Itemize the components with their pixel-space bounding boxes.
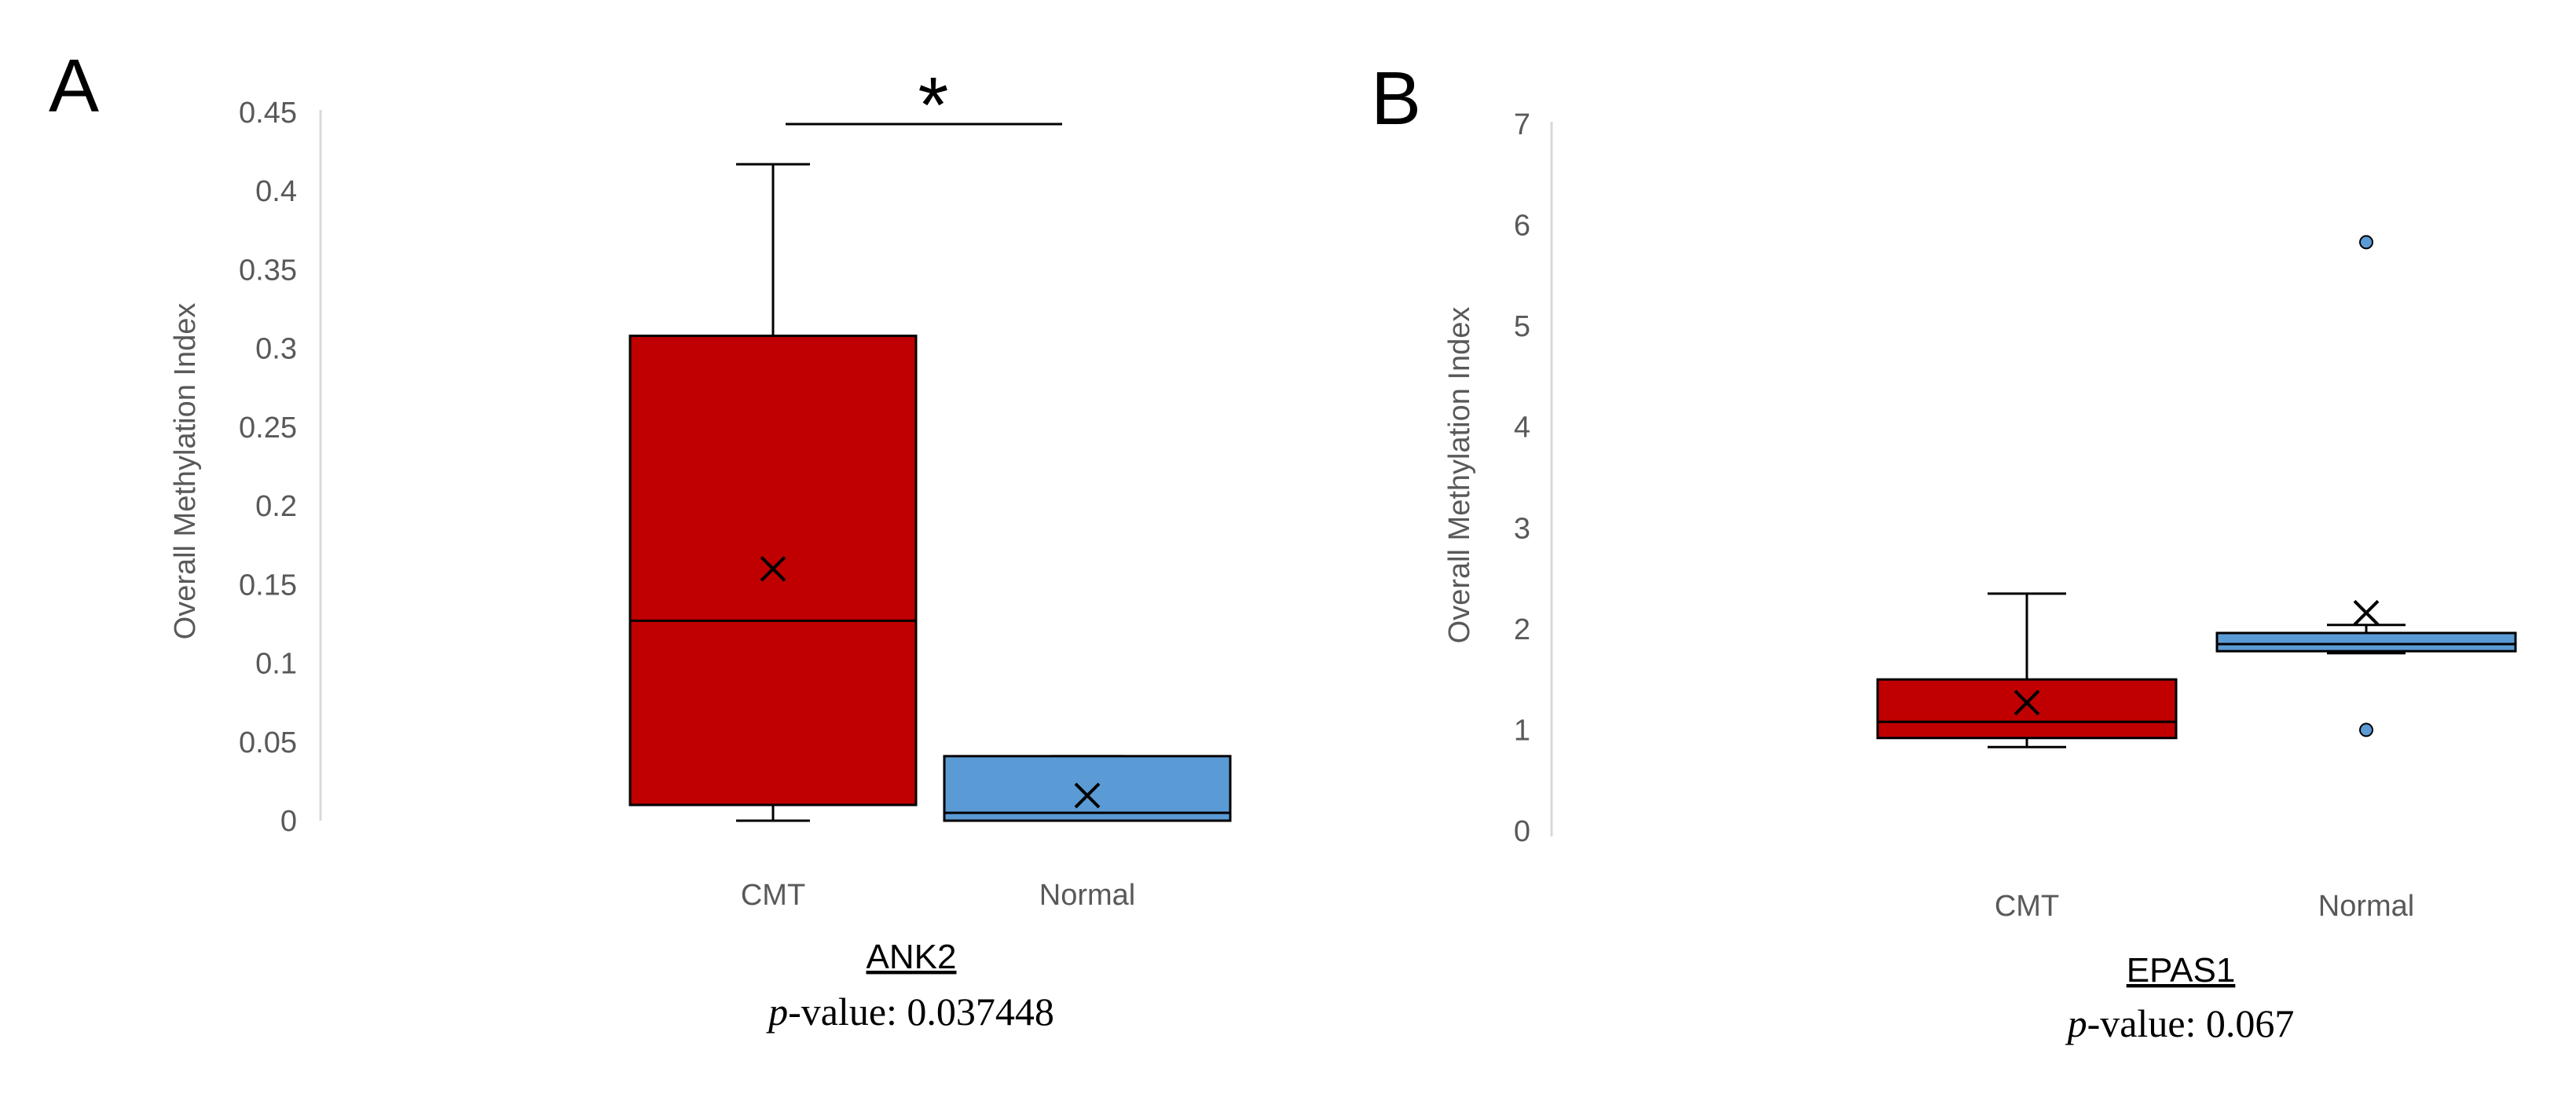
panel-a: A Overall Methylation Index 0 0.05 0.1 0.15… xyxy=(49,44,1232,1034)
x-tick-cmt-b: CMT xyxy=(1995,890,2059,923)
mean-marker-normal-a xyxy=(1074,782,1101,809)
p-italic-a: p xyxy=(766,990,788,1034)
mean-marker-cmt-b xyxy=(2014,690,2040,716)
y-tick-b-1: 1 xyxy=(1514,714,1530,747)
mean-stroke-2-normal-b xyxy=(2353,599,2380,626)
x-tick-normal-b: Normal xyxy=(2318,890,2414,923)
y-tick-a-8: 0.4 xyxy=(255,175,297,208)
y-tick-b-6: 6 xyxy=(1514,210,1530,243)
mean-marker-normal-b xyxy=(2353,599,2380,626)
p-value-text-b: -value: 0.067 xyxy=(2087,1001,2295,1045)
p-value-text-a: -value: 0.037448 xyxy=(788,990,1054,1034)
y-tick-a-6: 0.3 xyxy=(255,333,297,366)
x-tick-cmt-a: CMT xyxy=(741,879,805,912)
p-value-a: p-value: 0.037448 xyxy=(766,990,1054,1034)
mean-marker-cmt-a xyxy=(760,555,786,582)
y-tick-b-0: 0 xyxy=(1514,815,1530,848)
outlier-normal-b-1 xyxy=(2359,723,2373,737)
y-tick-b-5: 5 xyxy=(1514,310,1530,343)
y-tick-a-7: 0.35 xyxy=(239,254,297,287)
p-italic-b: p xyxy=(2065,1001,2087,1045)
gene-label-a: ANK2 xyxy=(867,938,957,976)
y-tick-a-9: 0.45 xyxy=(239,97,297,130)
y-tick-a-5: 0.25 xyxy=(239,412,297,445)
mean-stroke-2-normal-a xyxy=(1074,782,1101,809)
x-tick-normal-a: Normal xyxy=(1039,879,1135,912)
panel-label-b: B xyxy=(1371,57,1421,141)
panel-label-a: A xyxy=(49,44,99,128)
y-tick-a-4: 0.2 xyxy=(255,490,297,523)
box-cmt-b xyxy=(1876,678,2178,740)
y-tick-b-3: 3 xyxy=(1514,512,1530,545)
y-ticks-b: 0 1 2 3 4 5 6 7 xyxy=(1514,108,1530,848)
p-value-b: p-value: 0.067 xyxy=(2065,1001,2295,1045)
y-axis-label-b: Overall Methylation Index xyxy=(1443,307,1476,644)
mean-stroke-2-cmt-b xyxy=(2014,690,2040,716)
outlier-normal-b-0 xyxy=(2359,235,2373,250)
y-tick-b-4: 4 xyxy=(1514,412,1530,445)
y-tick-a-0: 0 xyxy=(280,805,297,838)
y-axis-label-a: Overall Methylation Index xyxy=(169,303,202,640)
y-tick-a-3: 0.15 xyxy=(239,569,297,602)
y-tick-b-2: 2 xyxy=(1514,613,1530,646)
boxes-b xyxy=(1876,235,2517,748)
box-normal-b xyxy=(2215,631,2517,653)
y-ticks-a: 0 0.05 0.1 0.15 0.2 0.25 0.3 0.35 0.4 0.45 xyxy=(239,97,297,838)
y-tick-b-7: 7 xyxy=(1514,108,1530,141)
box-normal-a xyxy=(943,755,1232,822)
boxes-a xyxy=(628,163,1232,822)
panel-b: B Overall Methylation Index 0 1 2 3 4 5 6 7 CMT… xyxy=(1371,57,2517,1045)
gene-label-b: EPAS1 xyxy=(2127,951,2236,990)
mean-stroke-2-cmt-a xyxy=(760,555,786,582)
y-tick-a-2: 0.1 xyxy=(255,648,297,681)
y-tick-a-1: 0.05 xyxy=(239,726,297,759)
significance-star: * xyxy=(918,61,949,149)
